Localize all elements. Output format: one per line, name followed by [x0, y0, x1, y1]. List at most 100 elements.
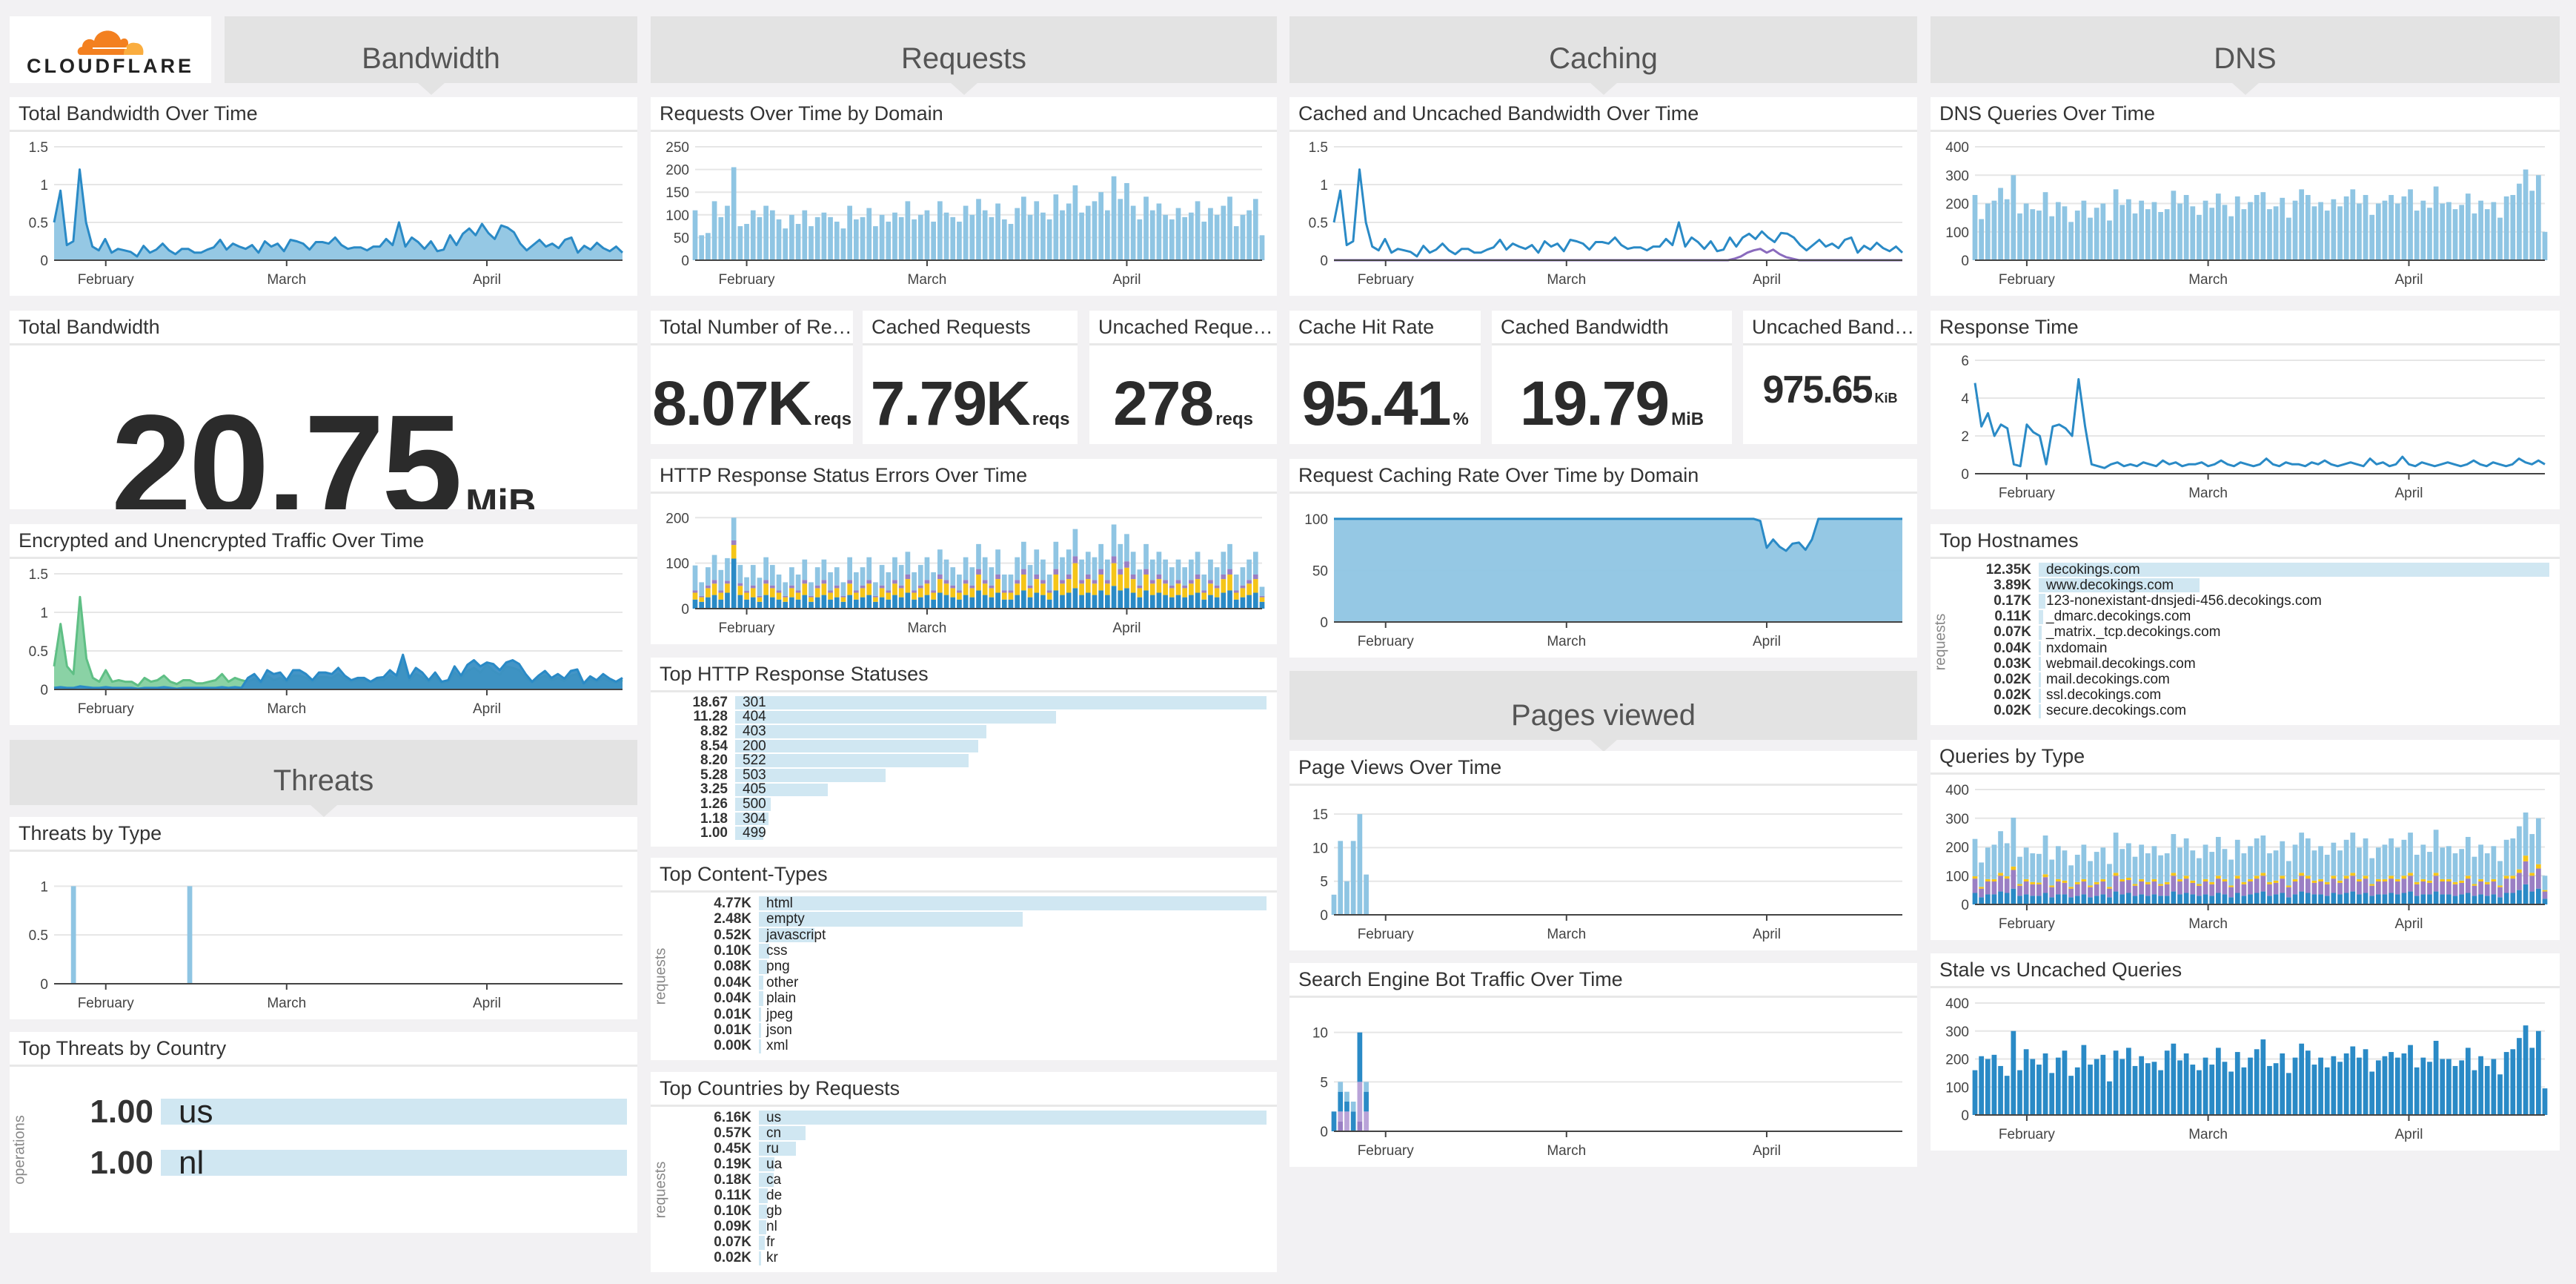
list-item[interactable]: 0.01K jpeg — [683, 1007, 1267, 1022]
bar — [2004, 843, 2010, 877]
bar — [2030, 884, 2036, 896]
list-item[interactable]: 1.00 499 — [660, 825, 1267, 841]
bar — [1259, 601, 1265, 609]
bar-track: 503 — [735, 767, 1267, 783]
list-item[interactable]: 1.00 us — [42, 1093, 627, 1130]
x-tick-label: February — [1358, 272, 1415, 288]
list-item[interactable]: 0.08K png — [683, 959, 1267, 975]
bar — [2151, 202, 2157, 260]
bar — [2209, 884, 2215, 896]
bar — [2049, 1073, 2055, 1115]
bar — [1001, 574, 1007, 591]
stat-title: Cached Requests — [863, 311, 1078, 345]
list-item[interactable]: 5.28 503 — [660, 767, 1267, 783]
bar — [2119, 881, 2125, 895]
list-item[interactable]: 0.02K secure.decokings.com — [1963, 703, 2549, 719]
section-banner-requests: Requests — [651, 16, 1277, 95]
list-item[interactable]: 1.26 500 — [660, 796, 1267, 812]
bar — [2107, 864, 2112, 887]
list-item[interactable]: 0.11K _dmarc.decokings.com — [1963, 609, 2549, 625]
list-item[interactable]: 0.04K plain — [683, 990, 1267, 1006]
list-item[interactable]: 8.20 522 — [660, 752, 1267, 769]
list-item[interactable]: 0.45K ru — [683, 1141, 1267, 1156]
bar — [706, 567, 711, 586]
list-item[interactable]: 3.25 405 — [660, 781, 1267, 797]
list-item[interactable]: 1.18 304 — [660, 811, 1267, 827]
list-item[interactable]: 0.02K mail.decokings.com — [1963, 672, 2549, 687]
bar — [2215, 1048, 2221, 1115]
bar — [886, 592, 892, 600]
bar — [917, 588, 923, 598]
bar-track: nxdomain — [2039, 641, 2549, 656]
bar — [2484, 881, 2490, 884]
panel-threats-by-type: Threats by Type 0 0.5 1 February March April — [10, 817, 637, 1019]
list-item[interactable]: 3.89K www.decokings.com — [1963, 578, 2549, 593]
list-item[interactable]: 0.07K _matrix._tcp.decokings.com — [1963, 624, 2549, 641]
list-item[interactable]: 1.00 nl — [42, 1145, 627, 1181]
bar — [2145, 1063, 2151, 1115]
list-item[interactable]: 18.67 301 — [660, 695, 1267, 710]
list-item[interactable]: 0.04K other — [683, 975, 1267, 990]
item-value: 0.03K — [1994, 655, 2031, 672]
x-tick-label: February — [1999, 486, 2056, 501]
bar — [2241, 1067, 2247, 1115]
bar — [2074, 854, 2080, 882]
bar — [718, 569, 724, 591]
bar — [759, 1126, 806, 1141]
list-item[interactable]: 0.00K xml — [683, 1038, 1267, 1054]
list-item[interactable]: 8.54 200 — [660, 738, 1267, 754]
y-tick-label: 5 — [1320, 875, 1328, 890]
bar — [2440, 878, 2446, 881]
list-item[interactable]: 0.09K nl — [683, 1219, 1267, 1235]
list-item[interactable]: 0.10K css — [683, 943, 1267, 959]
bar — [2273, 882, 2279, 895]
list-item[interactable]: 0.03K webmail.decokings.com — [1963, 656, 2549, 672]
bar — [2023, 878, 2029, 881]
list-item[interactable]: 0.02K ssl.decokings.com — [1963, 687, 2549, 704]
bar — [2280, 841, 2285, 876]
list-item[interactable]: 6.16K us — [683, 1110, 1267, 1125]
bar — [1338, 1111, 1344, 1122]
bar — [2030, 896, 2036, 904]
bar — [989, 597, 995, 609]
list-item[interactable]: 0.01K json — [683, 1022, 1267, 1038]
bar — [2042, 893, 2048, 904]
bar — [1034, 579, 1040, 593]
item-value: 8.20 — [700, 752, 728, 769]
list-item[interactable]: 0.18K ca — [683, 1172, 1267, 1188]
list-item[interactable]: 0.57K cn — [683, 1125, 1267, 1141]
bar — [2408, 189, 2413, 260]
bar — [2375, 894, 2381, 904]
list-item[interactable]: 11.28 404 — [660, 709, 1267, 724]
bar — [2369, 858, 2375, 884]
bar-track: _matrix._tcp.decokings.com — [2039, 624, 2549, 640]
list-item[interactable]: 0.02K kr — [683, 1250, 1267, 1266]
list-item[interactable]: 0.17K 123-nonexistant-dnsjedi-456.decokin… — [1963, 593, 2549, 609]
bar — [1137, 597, 1143, 609]
bar-track: de — [759, 1188, 1267, 1203]
list-item[interactable]: 4.77K html — [683, 896, 1267, 911]
bar — [931, 599, 936, 609]
y-tick-label: 0 — [1320, 254, 1328, 269]
list-item[interactable]: 0.10K gb — [683, 1203, 1267, 1220]
list-item[interactable]: 0.04K nxdomain — [1963, 641, 2549, 656]
bar — [759, 1007, 761, 1022]
item-label: ua — [766, 1156, 783, 1172]
bar — [2017, 885, 2022, 896]
bar — [924, 580, 930, 584]
list-item[interactable]: 0.11K de — [683, 1188, 1267, 1203]
bar — [2100, 878, 2106, 881]
list-item[interactable]: 0.19K ua — [683, 1156, 1267, 1172]
list-item[interactable]: 8.82 403 — [660, 724, 1267, 739]
bar — [2375, 878, 2381, 881]
bar — [809, 226, 814, 260]
list-item[interactable]: 0.07K fr — [683, 1234, 1267, 1251]
list-item[interactable]: 2.48K empty — [683, 911, 1267, 927]
list-item[interactable]: 12.35K decokings.com — [1963, 562, 2549, 578]
bar — [2139, 200, 2145, 260]
bar — [2337, 850, 2343, 881]
list-item[interactable]: 0.52K javascript — [683, 927, 1267, 943]
bar — [2088, 861, 2093, 886]
bar — [847, 580, 852, 584]
bar — [853, 572, 859, 591]
